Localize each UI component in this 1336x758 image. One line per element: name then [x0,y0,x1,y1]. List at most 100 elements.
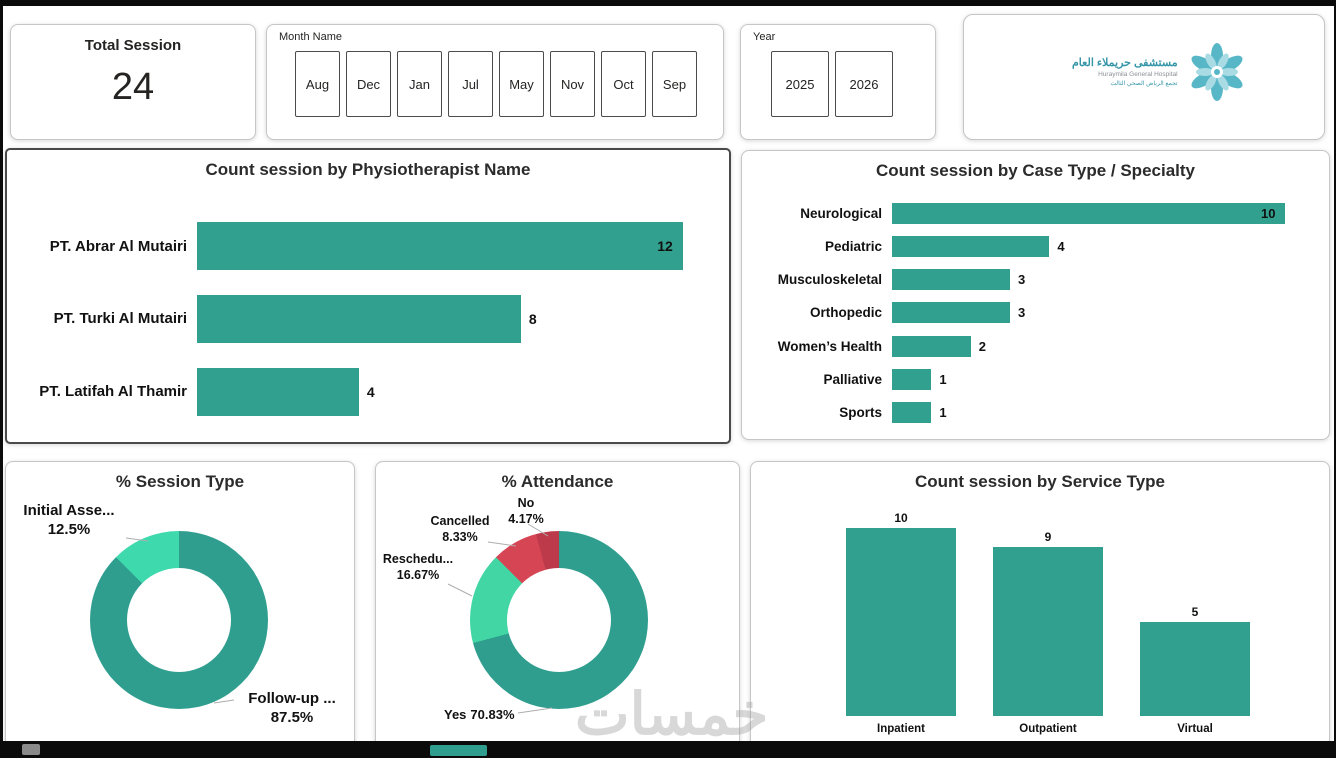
hospital-logo: مستشفى حريملاء العام Huraymila General H… [1072,43,1246,101]
bar-pt-turki-al-mutairi[interactable] [197,294,521,343]
bar-inpatient[interactable] [846,528,956,716]
month-option-sep[interactable]: Sep [652,51,697,117]
bar-orthopedic[interactable] [892,302,1011,324]
bar-palliative[interactable] [892,368,932,390]
category-label: Palliative [823,371,882,387]
column-virtual: 5 Virtual [1140,510,1250,742]
bar-row: Palliative 1 [752,368,1313,390]
screen-edge-right [1334,0,1336,758]
year-option-2026[interactable]: 2026 [835,51,893,117]
attendance-donut[interactable] [470,531,648,709]
screen-edge-top [0,0,1336,6]
category-label: Neurological [800,206,882,221]
bar-track: 10 [892,203,1313,224]
chart-card-attendance: % Attendance No 4.17% Cancelled 8.33% Re… [375,461,740,751]
chart-card-service-type: Count session by Service Type 10 Inpatien… [750,461,1330,751]
value-label: 1 [939,371,947,387]
bar-pt-latifah-al-thamir[interactable] [197,367,359,416]
value-label: 1 [939,404,947,420]
year-option-2025[interactable]: 2025 [771,51,829,117]
bar-musculoskeletal[interactable] [892,269,1011,291]
bar-track: 1 [892,368,1313,390]
category-label: Musculoskeletal [777,272,882,288]
taskbar-icon[interactable] [22,744,40,755]
category-label: PT. Latifah Al Thamir [39,383,187,401]
chart-title: Count session by Physiotherapist Name [205,160,531,179]
value-label: 10 [1260,206,1276,221]
bottom-bar [0,741,1336,758]
month-slicer: Month Name Aug Dec Jan Jul May Nov Oct Sep [266,24,724,140]
category-label: Sports [839,404,882,420]
value-label: 8 [528,310,537,327]
bar-outpatient[interactable] [993,546,1103,716]
kpi-title: Total Session [84,37,182,54]
chart-title: % Session Type [115,472,245,491]
chart-title: Count session by Case Type / Specialty [875,161,1195,180]
month-slicer-label: Month Name [279,31,342,43]
slice-label-rescheduled: Reschedu... 16.67% [382,552,454,582]
value-label: 12 [657,238,673,255]
category-label: Virtual [1177,723,1213,735]
month-option-jan[interactable]: Jan [397,51,442,117]
bar-neurological[interactable]: 10 [892,203,1286,224]
category-label: Inpatient [877,723,925,735]
slice-label-follow-up: Follow-up ... 87.5% [248,690,336,726]
value-label: 10 [894,511,908,526]
bar-track: 4 [197,367,699,416]
year-slicer: Year 2025 2026 [740,24,936,140]
category-label: Orthopedic [809,305,882,321]
value-label: 3 [1018,272,1026,288]
chart-title: Count session by Service Type [914,472,1166,491]
case-type-bar-plot: Neurological 10 Pediatric 4 Musculoskeletal 3… [752,203,1313,423]
chart-title: % Attendance [501,472,614,491]
slice-label-cancelled: Cancelled 8.33% [430,514,490,544]
kpi-value: 24 [111,66,155,108]
bar-row: PT. Latifah Al Thamir 4 [19,367,699,416]
bar-sports[interactable] [892,401,932,423]
bar-row: PT. Turki Al Mutairi 8 [19,294,699,343]
month-option-dec[interactable]: Dec [346,51,391,117]
bar-track: 12 [197,222,699,271]
category-label: PT. Abrar Al Mutairi [49,237,187,255]
month-option-aug[interactable]: Aug [295,51,340,117]
hospital-name-english: Huraymila General Hospital [1098,70,1178,78]
bar-row: Orthopedic 3 [752,302,1313,324]
hospital-name-arabic: مستشفى حريملاء العام [1072,57,1178,70]
kpi-card-total-session: Total Session 24 [10,24,256,140]
hospital-subtitle-arabic: تجمع الرياض الصحي الثالث [1110,80,1178,87]
hospital-flower-logo-icon [1191,43,1243,101]
value-label: 9 [1044,529,1052,544]
bar-track: 4 [892,236,1313,258]
category-label: Women’s Health [777,338,882,354]
value-label: 4 [366,383,375,400]
value-label: 3 [1018,305,1026,321]
value-label: 4 [1057,239,1065,255]
month-option-oct[interactable]: Oct [601,51,646,117]
bar-track: 1 [892,401,1313,423]
physiotherapist-bar-plot: PT. Abrar Al Mutairi 12 PT. Turki Al Mutai… [19,210,699,428]
month-option-may[interactable]: May [499,51,544,117]
value-label: 5 [1191,605,1199,620]
donut-hole [507,568,611,672]
bar-pt-abrar-al-mutairi[interactable]: 12 [197,222,683,271]
service-type-column-plot: 10 Inpatient 9 Outpatient 5 Virtual [846,510,1251,742]
page-navigator-accent[interactable] [430,745,487,756]
month-option-nov[interactable]: Nov [550,51,595,117]
category-label: Pediatric [824,239,882,255]
month-option-jul[interactable]: Jul [448,51,493,117]
month-slicer-buttons: Aug Dec Jan Jul May Nov Oct Sep [295,51,697,117]
bar-track: 3 [892,302,1313,324]
chart-card-case-type: Count session by Case Type / Specialty N… [741,150,1330,440]
category-label: Outpatient [1019,723,1077,735]
bar-pediatric[interactable] [892,236,1050,258]
session-type-donut[interactable] [90,531,268,709]
column-inpatient: 10 Inpatient [846,510,956,742]
value-label: 2 [978,338,986,354]
year-slicer-buttons: 2025 2026 [771,51,893,117]
bar-track: 3 [892,269,1313,291]
bar-track: 2 [892,335,1313,357]
bar-women-s-health[interactable] [892,335,971,357]
bar-virtual[interactable] [1140,622,1250,716]
bar-row: Sports 1 [752,401,1313,423]
hospital-logo-text: مستشفى حريملاء العام Huraymila General H… [1072,56,1178,88]
